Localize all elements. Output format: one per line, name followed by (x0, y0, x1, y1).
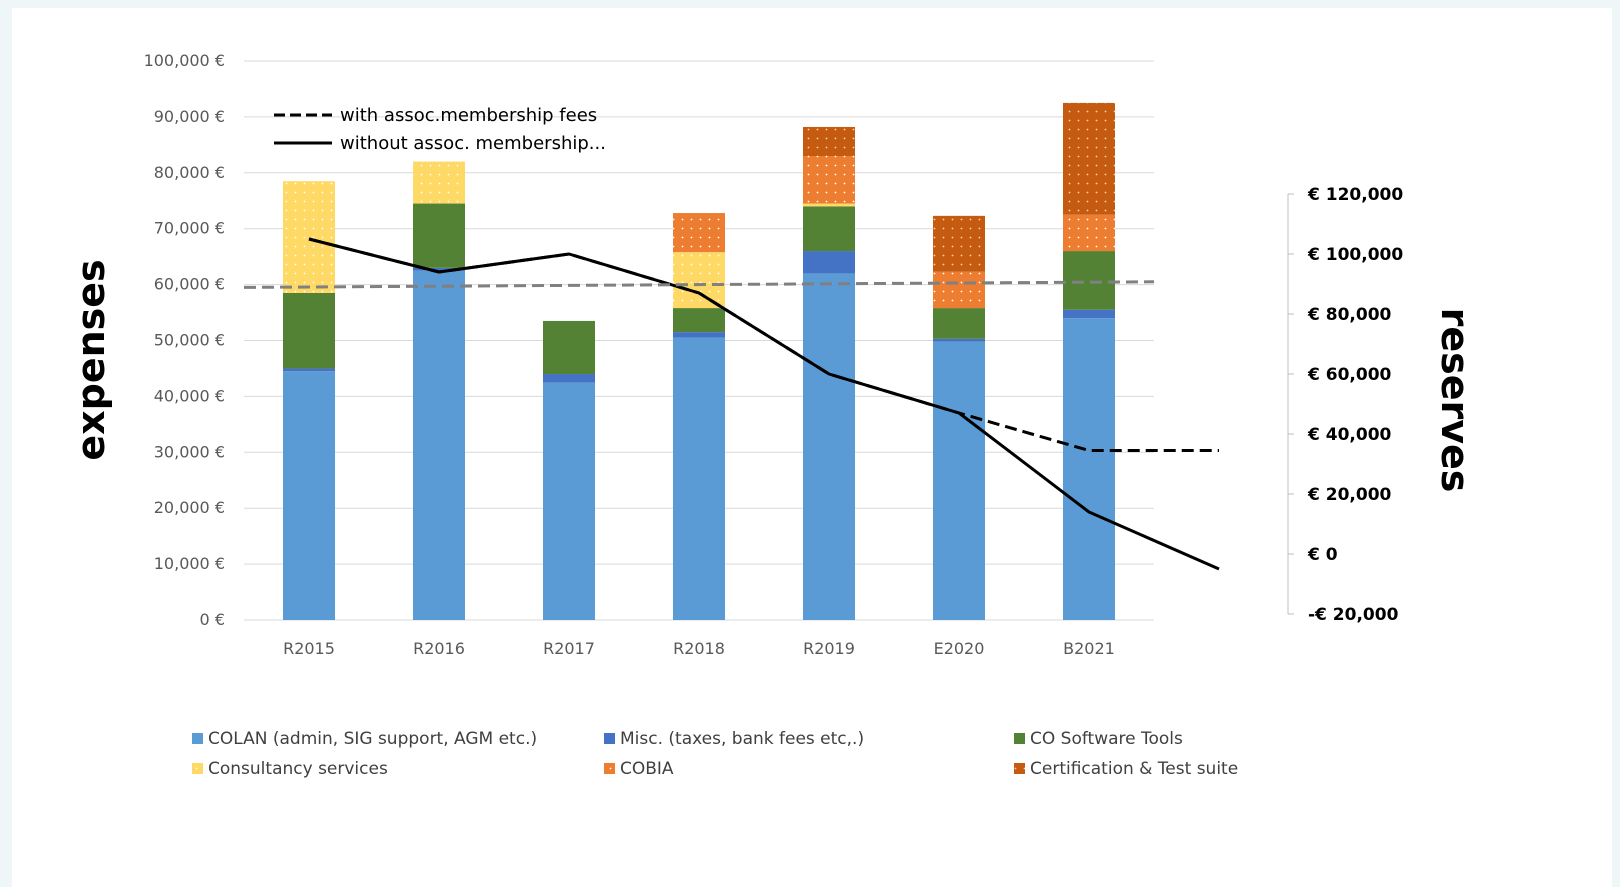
legend-without-fees-label: without assoc. membership... (340, 133, 606, 154)
bar-series (283, 102, 1115, 620)
bar-segment (413, 203, 465, 268)
legend-swatch (604, 733, 615, 744)
legend-label: COBIA (620, 759, 674, 779)
y-tick-label: 10,000 € (154, 554, 225, 573)
bar-segment (803, 126, 855, 157)
bar-segment (933, 341, 985, 620)
legend-swatch (192, 733, 203, 744)
bar-segment (413, 267, 465, 271)
reference-line (243, 280, 1155, 289)
bar-segment (283, 181, 335, 293)
legend-label: CO Software Tools (1030, 729, 1183, 749)
bar-segment (803, 273, 855, 620)
bar-segment (1063, 251, 1115, 310)
bar-segment (413, 270, 465, 620)
y-tick-label: 70,000 € (154, 219, 225, 238)
combo-chart: 0 € 10,000 € 20,000 € 30,000 € 40,000 € 50,00… (69, 51, 1477, 779)
y2-tick-label: € 40,000 (1307, 425, 1392, 445)
y-tick-label: 30,000 € (154, 442, 225, 461)
y-tick-label: 80,000 € (154, 163, 225, 182)
bar-segment (543, 374, 595, 383)
y2-tick-label: € 0 (1307, 545, 1338, 565)
legend-swatch (192, 763, 203, 774)
bar-segment (673, 337, 725, 620)
x-tick-label: R2018 (673, 639, 725, 658)
y2-tick-label: € 60,000 (1307, 365, 1392, 385)
bar-segment (673, 332, 725, 338)
bar-segment (1063, 318, 1115, 620)
x-tick-label: R2015 (283, 639, 335, 658)
bar-segment (673, 213, 725, 253)
bar-segment (543, 382, 595, 620)
x-tick-label: R2019 (803, 639, 855, 658)
y-tick-label: 20,000 € (154, 498, 225, 517)
x-tick-label: E2020 (934, 639, 985, 658)
bar-segment (413, 161, 465, 204)
x-tick-label: R2017 (543, 639, 595, 658)
line-series (243, 237, 1220, 571)
bar-segment (673, 252, 725, 309)
legend-label: Misc. (taxes, bank fees etc,.) (620, 729, 864, 749)
legend-swatch (1014, 763, 1025, 774)
bar-segment (673, 308, 725, 333)
legend-label: COLAN (admin, SIG support, AGM etc.) (208, 729, 537, 749)
y-tick-label: 90,000 € (154, 107, 225, 126)
y2-tick-label: € 120,000 (1307, 185, 1403, 205)
bar-segment (283, 368, 335, 372)
bar-segment (1063, 214, 1115, 252)
legend-label: Consultancy services (208, 759, 388, 779)
bar-segment (283, 371, 335, 620)
y2-tick-label: € 20,000 (1307, 485, 1392, 505)
legend-with-fees-label: with assoc.membership fees (340, 105, 597, 126)
x-tick-label: R2016 (413, 639, 465, 658)
x-tick-label: B2021 (1063, 639, 1115, 658)
chart-frame: 0 € 10,000 € 20,000 € 30,000 € 40,000 € 50,00… (12, 8, 1612, 887)
y2-tick-label: € 100,000 (1307, 245, 1403, 265)
axes: 0 € 10,000 € 20,000 € 30,000 € 40,000 € 50,00… (69, 51, 1477, 658)
bar-segment (933, 271, 985, 309)
bar-segment (933, 308, 985, 339)
bar-segment (1063, 309, 1115, 319)
legend-label: Certification & Test suite (1030, 759, 1238, 779)
y2-tick-label: -€ 20,000 (1308, 605, 1399, 625)
bar-segment (283, 292, 335, 369)
y-tick-label: 60,000 € (154, 275, 225, 294)
y2-tick-label: € 80,000 (1307, 305, 1392, 325)
y-tick-label: 40,000 € (154, 386, 225, 405)
bar-segment (933, 338, 985, 342)
legend-swatch (1014, 733, 1025, 744)
legend-swatch (604, 763, 615, 774)
bar-segment (1063, 102, 1115, 215)
y-tick-label: 100,000 € (144, 51, 225, 70)
y-tick-label: 0 € (200, 610, 225, 629)
bar-segment (933, 215, 985, 272)
bar-segment (803, 156, 855, 204)
bar-segment (543, 320, 595, 375)
bar-segment (803, 206, 855, 252)
bar-segment (803, 203, 855, 207)
y-tick-label: 50,000 € (154, 331, 225, 350)
legends: with assoc.membership fees without assoc.… (192, 105, 1238, 779)
bar-segment (803, 251, 855, 274)
y2-axis-title: reserves (1433, 308, 1477, 493)
y-axis-title: expenses (69, 259, 113, 460)
reserves-line (308, 237, 1220, 571)
